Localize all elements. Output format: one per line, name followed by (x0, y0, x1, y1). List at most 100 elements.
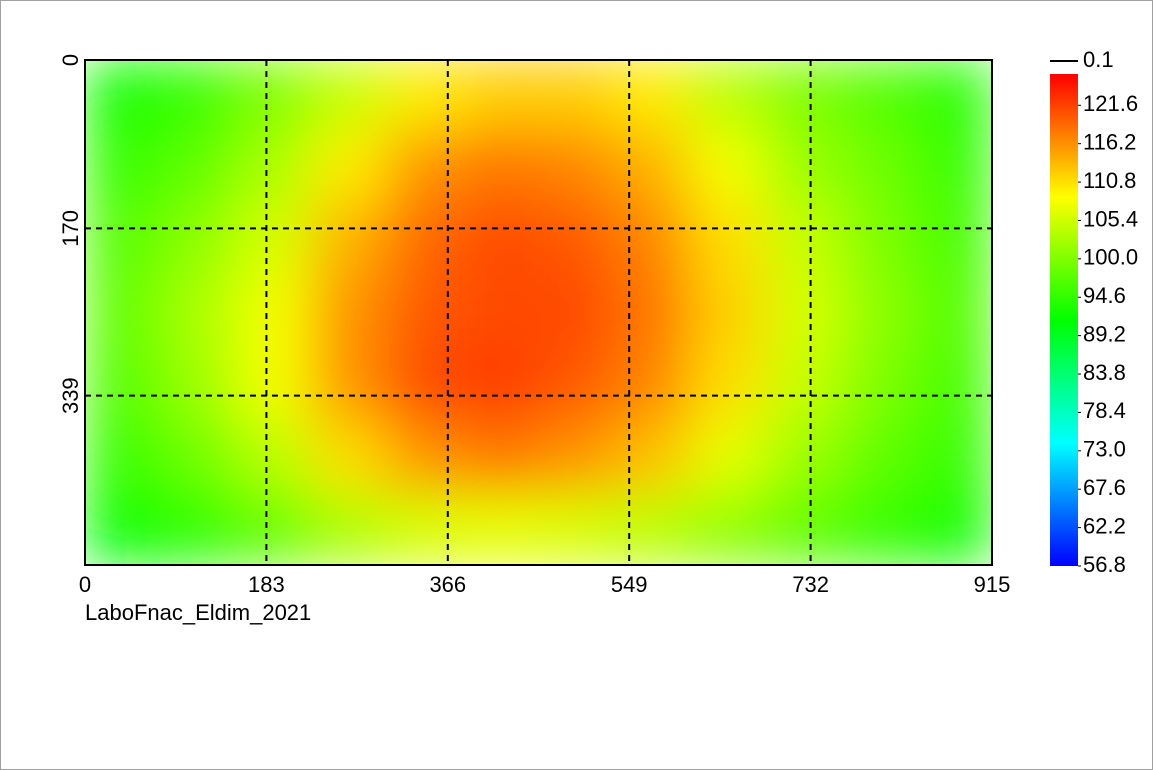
colorbar-label: 73.0 (1083, 437, 1126, 462)
heat-cell (85, 492, 161, 565)
heat-cell (764, 492, 841, 565)
x-tick-label: 366 (429, 572, 466, 597)
heat-cell (311, 275, 388, 350)
heat-cell (85, 420, 161, 494)
colorbar-label: 67.6 (1083, 475, 1126, 500)
heat-cell (85, 131, 161, 205)
y-tick-label: 170 (58, 210, 83, 247)
heat-cell (311, 60, 388, 133)
heat-cell (236, 420, 313, 494)
heat-cell (85, 203, 161, 277)
heat-cell (689, 420, 766, 494)
heat-cell (916, 203, 992, 277)
heat-cell (236, 348, 313, 422)
heat-cell (236, 203, 313, 277)
heat-cell (462, 420, 539, 494)
heat-cell (764, 60, 841, 133)
heat-cell (916, 131, 992, 205)
colorbar-label: 94.6 (1083, 283, 1126, 308)
colorbar-label: 78.4 (1083, 398, 1126, 423)
heat-cell (689, 203, 766, 277)
y-tick-label: 0 (58, 54, 83, 66)
heat-cell (916, 348, 992, 422)
heat-cell (386, 60, 464, 133)
heat-cell (840, 203, 918, 277)
heat-cell (840, 60, 918, 133)
heat-cell (840, 492, 918, 565)
heat-cell (386, 348, 464, 422)
heat-cell (613, 203, 691, 277)
contour-label: 0.1 (1083, 47, 1114, 72)
heat-cell (538, 60, 615, 133)
heat-cell (85, 275, 161, 350)
axes: 0 183 366 549 732 915 0 170 339 (58, 54, 1011, 597)
heat-cell (764, 275, 841, 350)
heat-cell (386, 203, 464, 277)
heat-cell (764, 131, 841, 205)
heat-cell (462, 275, 539, 350)
heat-cell (159, 275, 237, 350)
colorbar-label: 110.8 (1083, 168, 1136, 193)
heat-cell (236, 275, 313, 350)
heat-cell (840, 420, 918, 494)
heat-cell (462, 492, 539, 565)
x-tick-label: 183 (248, 572, 285, 597)
x-tick-label: 732 (792, 572, 829, 597)
heat-cell (159, 492, 237, 565)
heatmap (85, 60, 992, 565)
heat-cell (538, 348, 615, 422)
heat-cell (840, 131, 918, 205)
plot-border (84, 59, 993, 566)
colorbar-label: 121.6 (1083, 91, 1138, 116)
heat-cell (689, 275, 766, 350)
heat-cell (311, 131, 388, 205)
colorbar-label: 105.4 (1083, 206, 1138, 231)
caption: LaboFnac_Eldim_2021 (85, 600, 311, 625)
heat-cell (462, 203, 539, 277)
heat-cell (916, 492, 992, 565)
heat-cell (613, 275, 691, 350)
colorbar-label: 89.2 (1083, 321, 1126, 346)
x-tick-label: 549 (611, 572, 648, 597)
heat-cell (538, 275, 615, 350)
heat-cell (840, 348, 918, 422)
heat-cell (840, 275, 918, 350)
heat-cell (311, 203, 388, 277)
heat-cell (916, 60, 992, 133)
y-tick-label: 339 (58, 377, 83, 414)
heat-cell (159, 203, 237, 277)
heat-cell (916, 420, 992, 494)
heat-cell (462, 131, 539, 205)
heat-cell (613, 131, 691, 205)
heat-cell (764, 420, 841, 494)
heat-cell (764, 203, 841, 277)
heat-cell (613, 60, 691, 133)
heat-cell (85, 60, 161, 133)
heat-cell (462, 348, 539, 422)
heat-cell (159, 60, 237, 133)
colorbar-label: 62.2 (1083, 513, 1126, 538)
colorbar-label: 100.0 (1083, 245, 1138, 270)
heat-cell (159, 420, 237, 494)
heat-cell (613, 348, 691, 422)
heat-cell (764, 348, 841, 422)
heat-cell (613, 420, 691, 494)
colorbar-label: 56.8 (1083, 552, 1126, 577)
heat-cell (311, 348, 388, 422)
heat-cell (916, 275, 992, 350)
colorbar-label: 83.8 (1083, 360, 1126, 385)
heat-cell (462, 60, 539, 133)
heat-cell (538, 131, 615, 205)
x-tick-label: 915 (974, 572, 1011, 597)
heat-cell (386, 492, 464, 565)
heat-cell (236, 60, 313, 133)
colorbar-label: 116.2 (1083, 129, 1136, 154)
colorbar (1050, 74, 1078, 566)
heat-cell (689, 131, 766, 205)
heat-cell (689, 348, 766, 422)
x-tick-label: 0 (79, 572, 91, 597)
heat-cell (689, 492, 766, 565)
heat-cell (689, 60, 766, 133)
heat-cell (538, 203, 615, 277)
